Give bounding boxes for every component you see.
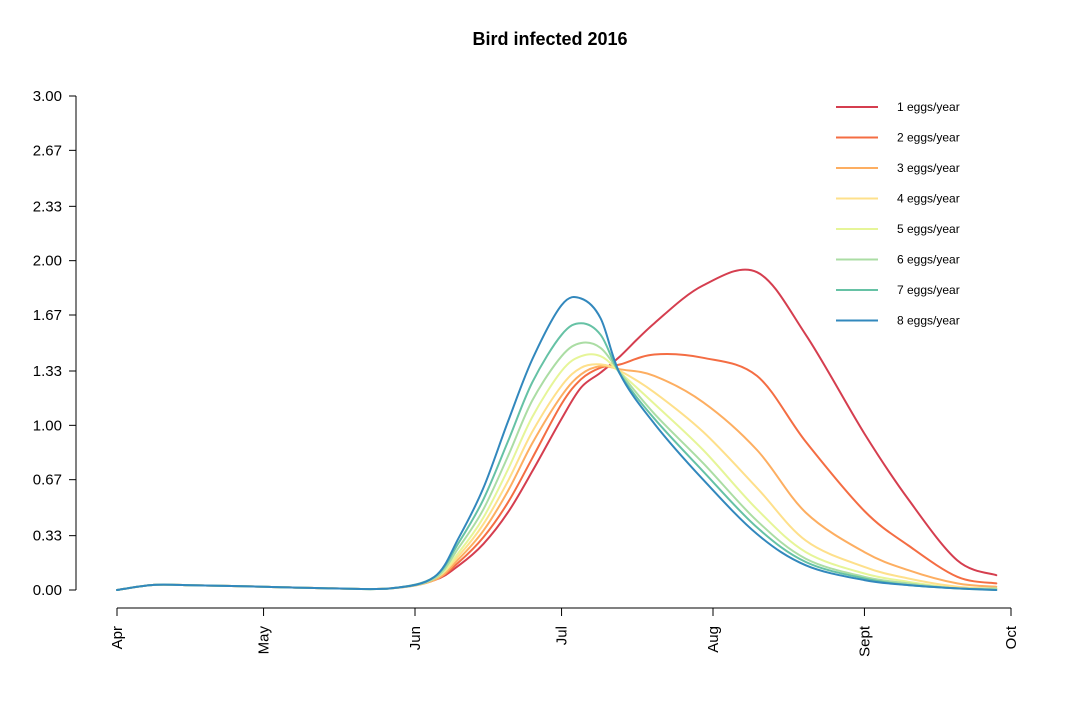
series-line-1 (116, 268, 998, 591)
x-tick-label: Oct (1003, 625, 1020, 649)
y-tick-label: 1.33 (33, 363, 62, 380)
series-line-2 (116, 353, 998, 591)
y-tick-label: 2.00 (33, 253, 62, 270)
series-lines (116, 268, 998, 591)
legend-label: 2 eggs/year (897, 131, 960, 145)
legend-label: 1 eggs/year (897, 100, 960, 114)
y-tick-label: 3.00 (33, 88, 62, 105)
legend-label: 4 eggs/year (897, 192, 960, 206)
series-line-8 (116, 295, 998, 591)
y-tick-label: 0.33 (33, 528, 62, 545)
series-line-3 (116, 364, 998, 591)
legend-label: 8 eggs/year (897, 314, 960, 328)
y-axis: 0.00 0.33 0.67 1.00 1.33 1.67 2.00 2.33 2.67 3.00 (33, 88, 77, 599)
x-tick-label: Sept (856, 625, 873, 657)
x-tick-label: Apr (109, 626, 126, 649)
x-axis: Apr May Jun Jul Aug Sept Oct (109, 607, 1020, 657)
legend-label: 7 eggs/year (897, 283, 960, 297)
legend-label: 6 eggs/year (897, 253, 960, 267)
y-tick-label: 1.67 (33, 307, 62, 324)
legend-label: 5 eggs/year (897, 222, 960, 236)
x-tick-label: Aug (705, 626, 722, 653)
y-tick-label: 1.00 (33, 417, 62, 434)
legend-label: 3 eggs/year (897, 161, 960, 175)
series-line-4 (116, 363, 998, 591)
x-tick-label: Jul (554, 626, 571, 645)
series-line-5 (116, 353, 998, 591)
chart-title: Bird infected 2016 (472, 29, 627, 49)
x-tick-label: May (256, 626, 273, 655)
y-tick-label: 2.33 (33, 198, 62, 215)
x-tick-label: Jun (407, 626, 424, 650)
y-tick-label: 0.67 (33, 472, 62, 489)
y-tick-label: 0.00 (33, 582, 62, 599)
legend: 1 eggs/year 2 eggs/year 3 eggs/year 4 eggs/… (836, 100, 960, 328)
y-tick-label: 2.67 (33, 142, 62, 159)
